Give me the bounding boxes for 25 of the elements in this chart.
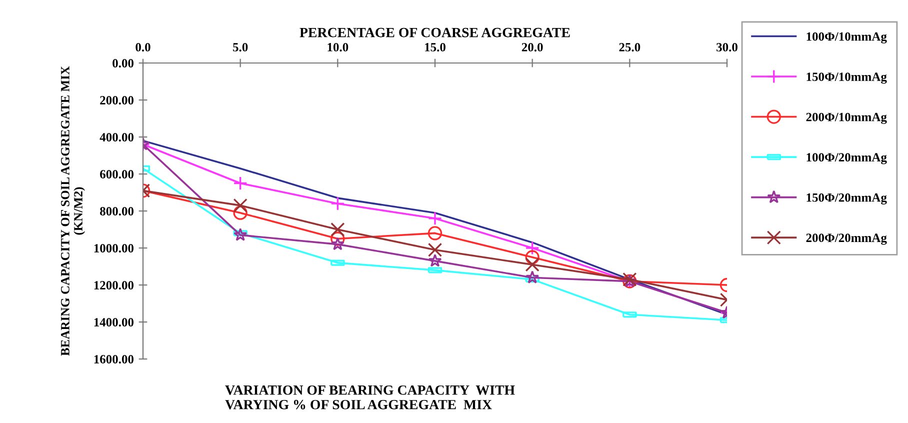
x-tick-label: 30.0 (716, 43, 738, 52)
x-tick-label: 20.0 (522, 43, 543, 52)
x-tick-label: 0.0 (136, 43, 150, 52)
legend-label: 150Φ/10mmAg (806, 72, 887, 84)
y-tick-label: 1400.00 (94, 318, 134, 327)
y-tick-label: 400.00 (100, 133, 134, 142)
legend-label: 200Φ/10mmAg (806, 112, 887, 124)
y-tick-label: 1200.00 (94, 281, 134, 290)
y-tick-label: 1000.00 (94, 244, 134, 253)
legend-label: 200Φ/20mmAg (806, 234, 887, 245)
legend-label: 150Φ/20mmAg (806, 193, 887, 204)
legend-label: 100Φ/20mmAg (806, 153, 887, 164)
y-tick-label: 600.00 (100, 170, 134, 179)
x-tick-label: 10.0 (328, 43, 348, 52)
x-axis-title: PERCENTAGE OF COARSE AGGREGATE (300, 28, 570, 38)
y-tick-label: 0.00 (112, 59, 134, 68)
x-tick-label: 25.0 (619, 43, 640, 52)
text: VARIATION OF BEARING CAPACITY WITH VARYING % OF SOIL AGGREGATE MIX (225, 385, 515, 410)
y-axis-title: BEARING CAPACITY OF SOIL AGGREGATE MIX (KN/M2) (61, 66, 86, 356)
legend-label: 100Φ/10mmAg (806, 32, 887, 44)
y-tick-label: 1600.00 (94, 355, 134, 364)
y-tick-label: 200.00 (100, 96, 134, 105)
x-tick-label: 5.0 (233, 43, 248, 52)
x-tick-label: 15.0 (425, 43, 446, 52)
y-tick-label: 800.00 (100, 207, 134, 216)
